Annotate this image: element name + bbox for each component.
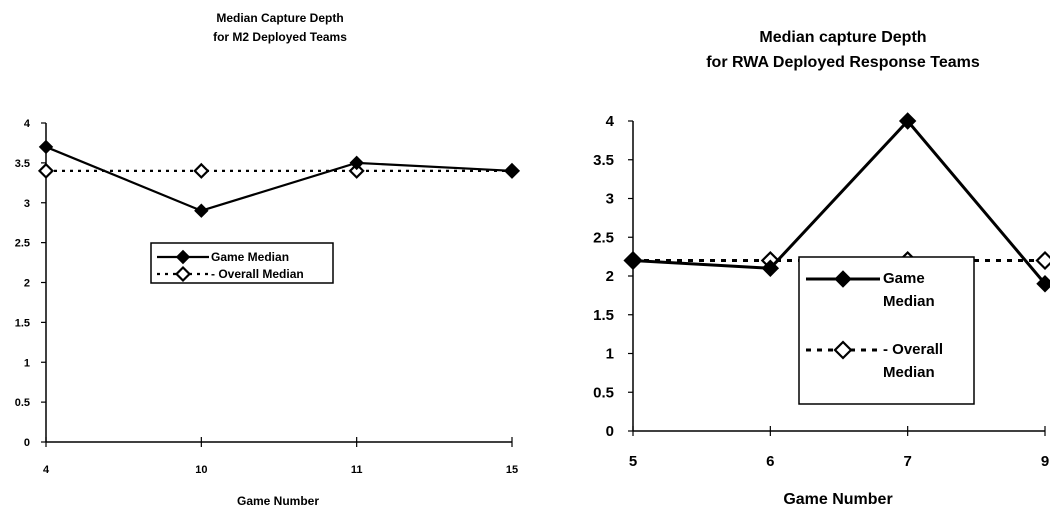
- data-point: [898, 112, 917, 130]
- legend: Game Median - Overall Median: [150, 242, 334, 284]
- legend-marker: [174, 265, 192, 283]
- data-point: [37, 162, 55, 179]
- data-point: [193, 162, 210, 179]
- legend-marker: [175, 249, 191, 265]
- series-line: [45, 145, 513, 212]
- data-point: [348, 162, 365, 179]
- legend-label: Game Median: [211, 250, 289, 264]
- legend: Game Median - Overall Median: [798, 256, 975, 405]
- axes: [628, 120, 1046, 436]
- y-tick-label: 1.5: [593, 307, 614, 324]
- chart-title-line-1: Median capture Depth: [759, 29, 926, 46]
- chart-rwa-deployed-response-teams: Median capture Depth for RWA Deployed Re…: [593, 29, 1050, 508]
- y-tick-label: 3: [606, 191, 614, 208]
- y-tick-label: 3.5: [15, 158, 30, 170]
- y-tick-label: 0.5: [593, 384, 614, 401]
- x-tick-label: 4: [43, 464, 50, 476]
- legend-label: Median: [883, 293, 935, 310]
- data-point: [504, 163, 520, 179]
- x-tick-label: 11: [351, 464, 363, 476]
- series: [623, 112, 1050, 293]
- legend-marker: [834, 270, 852, 288]
- legend-label: Median: [883, 364, 935, 381]
- data-point: [38, 139, 54, 155]
- legend-box: [798, 256, 975, 405]
- y-tick-label: 1: [24, 357, 30, 369]
- x-tick-label: 9: [1041, 453, 1049, 470]
- y-tick-label: 1.5: [15, 317, 30, 329]
- x-axis-label: Game Number: [783, 491, 892, 508]
- legend-label: - Overall Median: [211, 267, 304, 281]
- tick-labels: 0 0.5 1 1.5 2 2.5 3 3.5 4 4 10 11 15: [15, 118, 518, 476]
- legend-label: - Overall: [883, 341, 943, 358]
- data-point: [1036, 275, 1050, 293]
- x-tick-label: 6: [766, 453, 774, 470]
- series-line: [632, 118, 1047, 285]
- series: [37, 139, 521, 218]
- y-tick-label: 1: [606, 346, 614, 363]
- chart-title-line-2: for M2 Deployed Teams: [213, 30, 347, 44]
- y-tick-label: 4: [24, 118, 31, 130]
- y-tick-label: 3.5: [593, 152, 614, 169]
- legend-label: Game: [883, 270, 925, 287]
- legend-marker: [833, 340, 853, 360]
- y-tick-label: 2.5: [593, 229, 614, 246]
- series-game-median: [624, 112, 1050, 293]
- x-tick-label: 5: [629, 453, 637, 470]
- y-tick-label: 3: [24, 198, 30, 210]
- chart-title-line-2: for RWA Deployed Response Teams: [706, 54, 980, 71]
- data-point: [349, 155, 364, 171]
- x-tick-label: 7: [903, 453, 911, 470]
- y-tick-label: 2: [606, 268, 614, 285]
- series-game-median: [38, 139, 520, 218]
- y-tick-label: 2: [24, 278, 30, 290]
- y-tick-label: 0: [606, 423, 614, 440]
- chart-m2-deployed-teams: Median Capture Depth for M2 Deployed Tea…: [15, 11, 521, 508]
- series-overall-median: [37, 162, 521, 179]
- x-axis-label: Game Number: [237, 494, 319, 508]
- data-point: [624, 251, 642, 270]
- data-point: [194, 203, 209, 218]
- tick-labels: 0 0.5 1 1.5 2 2.5 3 3.5 4 5 6 7 9: [593, 113, 1049, 470]
- chart-title-line-1: Median Capture Depth: [216, 11, 343, 25]
- data-point: [1035, 250, 1050, 271]
- x-tick-label: 10: [195, 464, 207, 476]
- y-tick-label: 2.5: [15, 238, 30, 250]
- y-tick-label: 4: [606, 113, 615, 130]
- y-tick-label: 0.5: [15, 397, 30, 409]
- y-tick-label: 0: [24, 437, 30, 449]
- data-point: [761, 259, 780, 277]
- x-tick-label: 15: [506, 464, 518, 476]
